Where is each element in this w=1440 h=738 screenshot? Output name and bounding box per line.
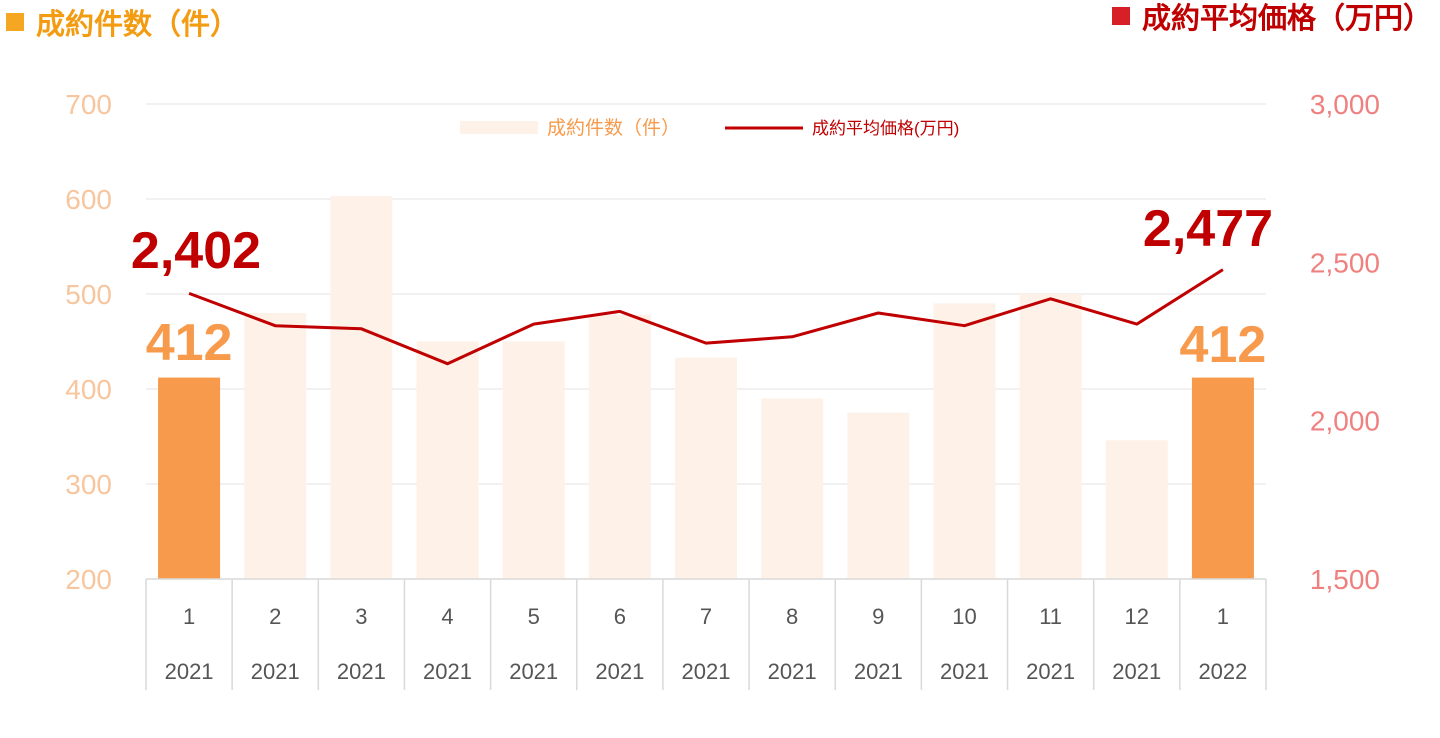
last-bar-value-label: 412	[1180, 316, 1267, 374]
category-month-label: 1	[1217, 604, 1229, 629]
last-line-value-label: 2,477	[1143, 200, 1273, 258]
category-year-label: 2021	[1026, 659, 1075, 684]
category-month-label: 9	[872, 604, 884, 629]
right-axis-tick-label: 3,000	[1310, 89, 1380, 120]
category-month-label: 2	[269, 604, 281, 629]
category-year-label: 2022	[1198, 659, 1247, 684]
legend-bar-swatch	[460, 121, 538, 134]
category-month-label: 10	[952, 604, 976, 629]
category-year-label: 2021	[595, 659, 644, 684]
bar	[761, 398, 824, 579]
bar	[1191, 377, 1254, 579]
category-year-label: 2021	[165, 659, 214, 684]
category-month-label: 8	[786, 604, 798, 629]
bar	[847, 412, 910, 579]
left-axis-tick-label: 400	[65, 374, 112, 405]
left-axis-tick-label: 700	[65, 89, 112, 120]
category-month-label: 1	[183, 604, 195, 629]
bar	[244, 313, 307, 579]
first-line-value-label: 2,402	[131, 222, 261, 280]
category-month-label: 6	[614, 604, 626, 629]
category-month-label: 12	[1125, 604, 1149, 629]
first-bar-value-label: 412	[146, 314, 233, 372]
bar	[933, 303, 996, 579]
legend-bar-label: 成約件数（件）	[547, 117, 680, 139]
category-year-label: 2021	[682, 659, 731, 684]
category-year-label: 2021	[423, 659, 472, 684]
category-month-label: 7	[700, 604, 712, 629]
right-axis-tick-label: 1,500	[1310, 564, 1380, 595]
legend-line-label: 成約平均価格(万円)	[812, 119, 959, 138]
left-axis-tick-label: 600	[65, 184, 112, 215]
left-axis-title-text: 成約件数（件）	[36, 7, 240, 41]
bar	[330, 196, 393, 579]
right-title-square-icon	[1111, 7, 1130, 25]
category-year-label: 2021	[854, 659, 903, 684]
bar	[416, 341, 479, 579]
bar	[588, 314, 651, 579]
bar	[502, 341, 565, 579]
category-year-label: 2021	[768, 659, 817, 684]
category-month-label: 3	[355, 604, 367, 629]
category-month-label: 5	[528, 604, 540, 629]
category-year-label: 2021	[509, 659, 558, 684]
left-title-square-icon	[6, 13, 24, 31]
bar	[1105, 440, 1168, 579]
category-year-label: 2021	[337, 659, 386, 684]
bar	[675, 357, 737, 579]
right-axis-title: 成約平均価格（万円）	[1111, 0, 1432, 36]
category-month-label: 11	[1039, 604, 1062, 629]
left-axis-tick-label: 500	[65, 279, 112, 310]
right-axis-title-text: 成約平均価格（万円）	[1141, 1, 1432, 35]
price-line	[188, 268, 1224, 366]
bar	[158, 377, 221, 579]
right-axis-tick-label: 2,000	[1310, 406, 1380, 437]
bar	[1019, 294, 1082, 579]
left-axis-title: 成約件数（件）	[6, 6, 239, 42]
category-year-label: 2021	[251, 659, 300, 684]
left-axis-tick-label: 200	[65, 564, 112, 595]
category-month-label: 4	[441, 604, 453, 629]
category-year-label: 2021	[940, 659, 989, 684]
category-year-label: 2021	[1112, 659, 1161, 684]
left-axis-tick-label: 300	[65, 469, 112, 500]
right-axis-tick-label: 2,500	[1310, 247, 1380, 278]
